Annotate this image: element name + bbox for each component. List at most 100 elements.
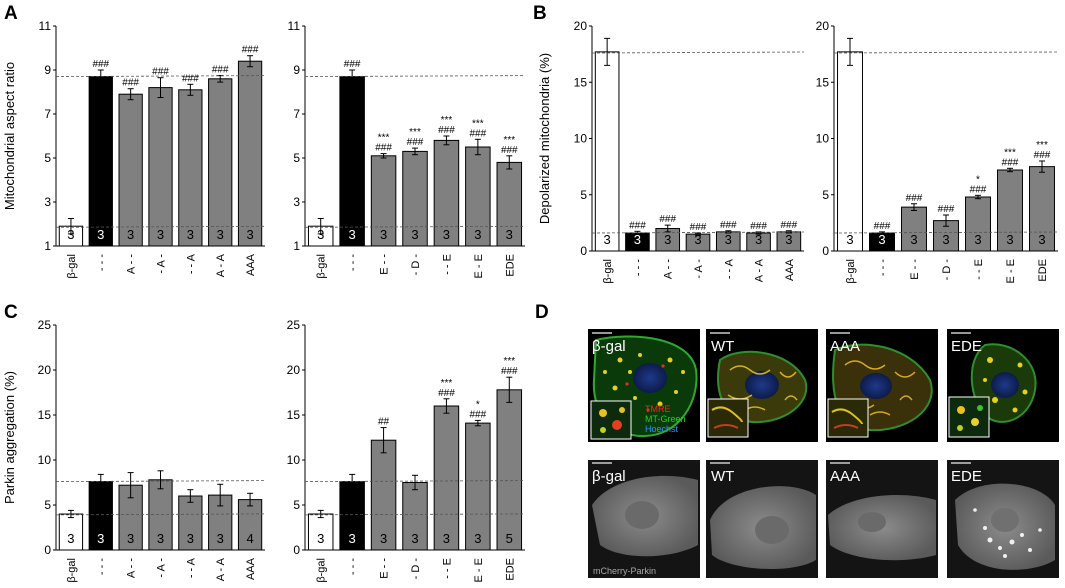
n-label: 3 (157, 227, 164, 242)
category-label: - - E (973, 259, 985, 280)
y-tick-label: 0 (44, 543, 51, 557)
significance-star: *** (441, 115, 453, 126)
micrograph-top-bgal: β-gal TMRE MT-Green Hoechst (588, 329, 700, 442)
n-label: 3 (317, 227, 324, 242)
micrograph-bottom-label-ede: EDE (951, 468, 982, 485)
n-label: 3 (942, 232, 949, 247)
significance-hash: ### (375, 143, 392, 154)
n-label: 3 (1006, 232, 1013, 247)
micrograph-bottom-label-bgal: β-gal (592, 468, 626, 485)
bar (370, 155, 397, 247)
significance-hash: ### (970, 184, 987, 195)
category-label: β-gal (316, 558, 328, 583)
bar (148, 87, 173, 247)
y-tick-label: 20 (816, 19, 830, 33)
reference-line (304, 480, 526, 483)
bar (594, 51, 620, 252)
significance-hash: ### (629, 220, 646, 231)
n-label: 3 (97, 531, 104, 546)
bar (118, 93, 143, 247)
y-axis-label: Depolarized mitochondria (%) (537, 53, 552, 224)
n-label: 3 (506, 227, 513, 242)
reference-line (304, 225, 526, 228)
n-label: 3 (349, 531, 356, 546)
micrograph-bottom-ede: EDE (947, 460, 1059, 578)
y-tick-label: 15 (816, 75, 830, 89)
significance-hash: ### (781, 220, 798, 231)
y-tick-label: 20 (38, 363, 52, 377)
significance-hash: ### (407, 137, 424, 148)
y-tick-label: 10 (287, 453, 301, 467)
n-label: 3 (910, 232, 917, 247)
y-tick-label: 10 (38, 453, 52, 467)
category-label: EDE (1037, 259, 1049, 282)
category-label: - D - (410, 254, 422, 276)
significance-hash: ### (438, 388, 455, 399)
category-label: AAA (784, 258, 796, 281)
significance-star: * (976, 174, 980, 185)
micrograph-bottom-label-wt: WT (711, 468, 734, 485)
category-label: β-gal (602, 259, 614, 284)
bar (496, 389, 523, 551)
y-tick-label: 11 (39, 19, 52, 33)
significance-hash: ### (874, 221, 891, 232)
category-label: - - - (347, 254, 359, 271)
y-tick-label: 15 (38, 408, 52, 422)
y-tick-label: 10 (816, 132, 830, 146)
significance-hash: ### (938, 204, 955, 215)
n-label: 3 (349, 227, 356, 242)
n-label: 3 (725, 232, 732, 247)
reference-line (591, 231, 805, 234)
n-label: 3 (878, 232, 885, 247)
n-label: 3 (67, 227, 74, 242)
category-label: - - - (347, 558, 359, 575)
n-label: 3 (846, 232, 853, 247)
n-label: 3 (634, 232, 641, 247)
n-label: 4 (246, 531, 253, 546)
significance-star: *** (503, 356, 515, 367)
micrograph-top-label-ede: EDE (951, 338, 982, 355)
micrograph-bottom-wt: WT (706, 460, 818, 578)
significance-hash: ### (212, 65, 229, 76)
significance-hash: ### (501, 145, 518, 156)
n-label: 3 (246, 227, 253, 242)
n-label: 3 (755, 232, 762, 247)
y-tick-label: 0 (293, 543, 300, 557)
y-tick-label: 7 (44, 107, 51, 121)
n-label: 5 (506, 531, 513, 546)
significance-star: *** (441, 378, 453, 389)
n-label: 3 (317, 531, 324, 546)
y-tick-label: 25 (38, 318, 52, 332)
panel-letter-a: A (4, 3, 18, 24)
y-tick-label: 5 (580, 188, 587, 202)
significance-star: *** (378, 133, 390, 144)
reference-line (833, 231, 1059, 234)
n-label: 3 (97, 227, 104, 242)
panel-letter-b: B (533, 3, 547, 24)
y-tick-label: 1 (44, 239, 51, 253)
significance-star: * (476, 399, 480, 410)
category-label: - - A (185, 557, 197, 578)
category-label: A - A (215, 557, 227, 581)
category-label: - - E (441, 558, 453, 579)
y-axis-label: Parkin aggregation (%) (2, 371, 17, 504)
significance-star: *** (1004, 147, 1016, 158)
significance-hash: ### (501, 366, 518, 377)
y-tick-label: 20 (574, 19, 588, 33)
y-tick-label: 5 (44, 151, 51, 165)
category-label: E - - (379, 254, 391, 275)
y-tick-label: 20 (287, 363, 301, 377)
n-label: 3 (187, 531, 194, 546)
micrograph-top-label-wt: WT (711, 338, 734, 355)
significance-hash: ### (720, 220, 737, 231)
y-tick-label: 15 (574, 75, 588, 89)
significance-star: *** (472, 118, 484, 129)
bar (208, 78, 233, 247)
significance-hash: ### (906, 193, 923, 204)
category-label: - - - (632, 259, 644, 276)
y-tick-label: 10 (574, 132, 588, 146)
bar (339, 481, 365, 551)
reference-line (304, 513, 526, 516)
significance-hash: ### (92, 59, 109, 70)
category-label: E - E (473, 254, 485, 278)
